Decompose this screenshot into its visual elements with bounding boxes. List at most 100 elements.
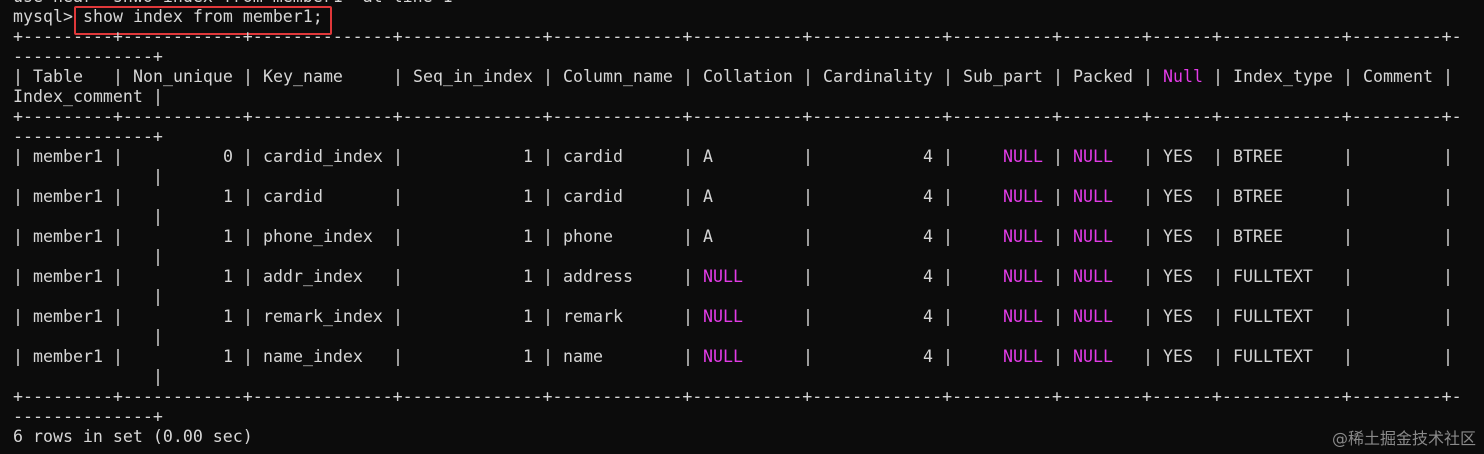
- column-separator: |: [1143, 267, 1153, 286]
- column-separator: |: [1143, 307, 1153, 326]
- column-separator: |: [1443, 267, 1453, 286]
- column-separator: |: [113, 147, 123, 166]
- table-cell: 1: [223, 227, 233, 246]
- table-cell: 4: [923, 307, 933, 326]
- column-separator: |: [943, 147, 953, 166]
- table-cell: NULL: [1003, 147, 1043, 166]
- column-separator: |: [1343, 187, 1353, 206]
- table-cell: addr_index: [263, 267, 363, 286]
- column-separator: |: [393, 227, 403, 246]
- table-cell: A: [703, 147, 713, 166]
- column-separator: |: [1343, 227, 1353, 246]
- table-cell: remark: [563, 307, 623, 326]
- column-separator: |: [13, 147, 23, 166]
- previous-output: use near 'shwo index from member1' at li…: [13, 0, 453, 7]
- table-cell: NULL: [1073, 147, 1113, 166]
- table-cell: cardid_index: [263, 147, 383, 166]
- column-separator: |: [1053, 347, 1063, 366]
- column-header: Collation: [703, 67, 793, 86]
- column-separator: |: [1343, 147, 1353, 166]
- table-cell: 1: [223, 267, 233, 286]
- table-border: +---------+------------+--------------+-…: [13, 387, 1462, 406]
- command-highlight: [74, 6, 332, 35]
- column-separator: |: [943, 347, 953, 366]
- table-cell: NULL: [1003, 267, 1043, 286]
- column-separator: |: [943, 187, 953, 206]
- column-separator: |: [1343, 347, 1353, 366]
- column-separator: |: [243, 307, 253, 326]
- table-cell: NULL: [1003, 227, 1043, 246]
- column-separator: |: [1443, 307, 1453, 326]
- column-header: Comment: [1363, 67, 1433, 86]
- table-cell: NULL: [1003, 347, 1043, 366]
- table-cell: 4: [923, 227, 933, 246]
- column-separator: |: [13, 267, 23, 286]
- table-cell: YES: [1163, 147, 1193, 166]
- column-separator: |: [393, 67, 403, 86]
- table-cell: 1: [223, 347, 233, 366]
- column-separator: |: [543, 267, 553, 286]
- column-header: Sub_part: [963, 67, 1043, 86]
- column-separator: |: [1053, 67, 1063, 86]
- column-separator: |: [1443, 227, 1453, 246]
- column-separator: |: [683, 347, 693, 366]
- column-separator: |: [683, 307, 693, 326]
- table-cell: 1: [523, 267, 533, 286]
- column-header: Index_comment: [13, 87, 143, 106]
- column-separator: |: [13, 187, 23, 206]
- table-cell: A: [703, 227, 713, 246]
- column-separator: |: [1343, 67, 1353, 86]
- column-separator: |: [113, 347, 123, 366]
- column-separator: |: [113, 67, 123, 86]
- column-separator: |: [1213, 307, 1223, 326]
- column-separator: |: [543, 347, 553, 366]
- column-separator: |: [1053, 187, 1063, 206]
- column-separator: |: [393, 307, 403, 326]
- column-separator: |: [1443, 187, 1453, 206]
- column-separator: |: [803, 147, 813, 166]
- table-cell: 4: [923, 187, 933, 206]
- column-separator: |: [543, 307, 553, 326]
- prompt: mysql>: [13, 7, 73, 26]
- column-separator: |: [803, 347, 813, 366]
- column-separator: |: [803, 307, 813, 326]
- column-separator: |: [803, 187, 813, 206]
- column-separator: |: [393, 267, 403, 286]
- table-cell: 4: [923, 347, 933, 366]
- column-separator: |: [543, 147, 553, 166]
- column-separator: |: [1053, 267, 1063, 286]
- column-separator: |: [1213, 267, 1223, 286]
- column-separator: |: [113, 307, 123, 326]
- column-separator: |: [153, 367, 163, 386]
- result-summary: 6 rows in set (0.00 sec): [13, 427, 253, 446]
- column-separator: |: [1213, 147, 1223, 166]
- column-separator: |: [1443, 67, 1453, 86]
- column-separator: |: [943, 67, 953, 86]
- column-separator: |: [1053, 147, 1063, 166]
- table-cell: member1: [33, 147, 103, 166]
- column-separator: |: [393, 187, 403, 206]
- table-cell: 1: [523, 147, 533, 166]
- column-separator: |: [243, 267, 253, 286]
- table-cell: 1: [223, 307, 233, 326]
- column-separator: |: [1213, 187, 1223, 206]
- column-separator: |: [113, 267, 123, 286]
- table-cell: A: [703, 187, 713, 206]
- column-separator: |: [1053, 307, 1063, 326]
- table-cell: NULL: [1003, 187, 1043, 206]
- column-separator: |: [683, 187, 693, 206]
- column-separator: |: [1213, 67, 1223, 86]
- command: show index from member1;: [83, 7, 323, 26]
- column-separator: |: [243, 67, 253, 86]
- column-separator: |: [13, 67, 23, 86]
- table-cell: 4: [923, 267, 933, 286]
- column-separator: |: [1143, 67, 1153, 86]
- table-cell: 1: [523, 347, 533, 366]
- column-separator: |: [153, 87, 163, 106]
- column-separator: |: [1143, 227, 1153, 246]
- table-cell: member1: [33, 227, 103, 246]
- column-header: Packed: [1073, 67, 1133, 86]
- column-separator: |: [1343, 307, 1353, 326]
- table-border: --------------+: [13, 127, 163, 146]
